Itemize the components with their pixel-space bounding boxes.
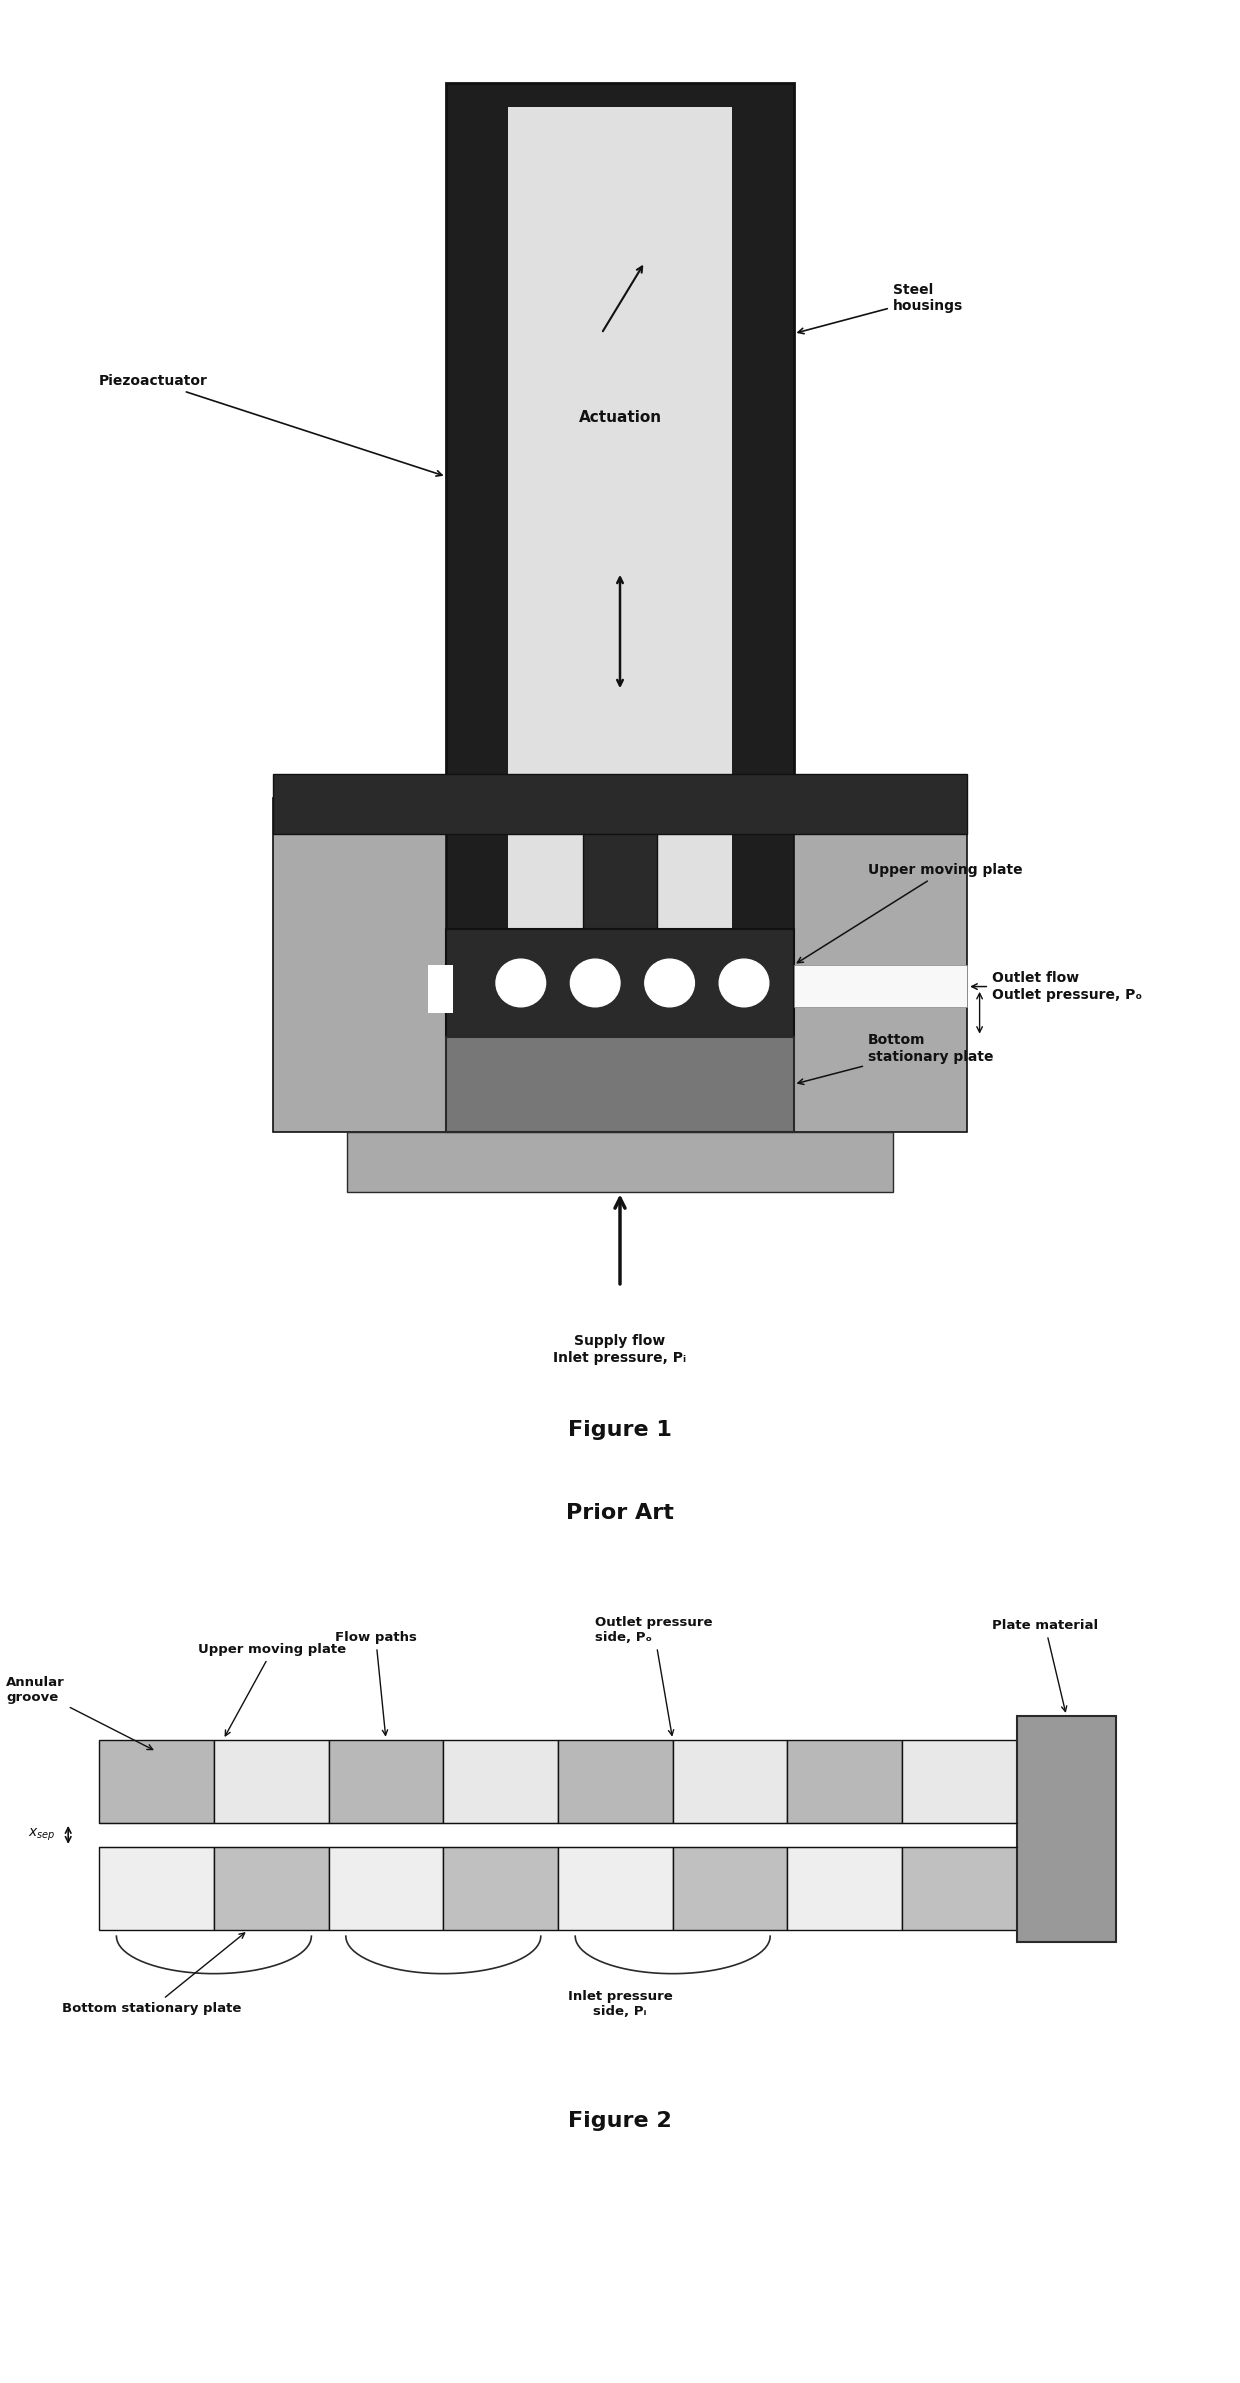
Text: Flow paths: Flow paths xyxy=(335,1632,417,1735)
Bar xyxy=(1017,1716,1116,1942)
Circle shape xyxy=(496,958,546,1006)
Bar xyxy=(99,1740,215,1823)
Text: Plate material: Plate material xyxy=(992,1620,1099,1711)
Bar xyxy=(446,1037,794,1132)
Bar xyxy=(672,1740,787,1823)
Bar xyxy=(787,1847,903,1930)
Bar xyxy=(558,1740,672,1823)
Bar xyxy=(903,1847,1017,1930)
Bar xyxy=(672,1847,787,1930)
Circle shape xyxy=(645,958,694,1006)
Circle shape xyxy=(570,958,620,1006)
Text: Bottom stationary plate: Bottom stationary plate xyxy=(62,1933,244,2014)
Bar xyxy=(787,1740,903,1823)
Bar xyxy=(558,1847,672,1930)
Text: Upper moving plate: Upper moving plate xyxy=(198,1644,346,1735)
Bar xyxy=(273,798,446,1132)
Bar xyxy=(215,1847,329,1930)
Text: $x_{sep}$: $x_{sep}$ xyxy=(29,1828,56,1842)
Text: Upper moving plate: Upper moving plate xyxy=(797,863,1023,963)
Bar xyxy=(99,1847,215,1930)
Bar xyxy=(329,1847,444,1930)
Bar xyxy=(508,107,732,953)
Bar xyxy=(446,929,794,1037)
Text: Bottom
stationary plate: Bottom stationary plate xyxy=(799,1034,993,1084)
Bar xyxy=(215,1740,329,1823)
Text: Outlet flow
Outlet pressure, Pₒ: Outlet flow Outlet pressure, Pₒ xyxy=(972,972,1142,1001)
Bar xyxy=(347,1132,893,1192)
Text: Outlet pressure
side, Pₒ: Outlet pressure side, Pₒ xyxy=(595,1616,713,1735)
Bar xyxy=(329,1740,444,1823)
Text: Supply flow
Inlet pressure, Pᵢ: Supply flow Inlet pressure, Pᵢ xyxy=(553,1334,687,1365)
Circle shape xyxy=(719,958,769,1006)
Bar xyxy=(428,965,453,1013)
Text: Figure 1: Figure 1 xyxy=(568,1420,672,1439)
Bar xyxy=(446,1037,794,1096)
Text: Figure 2: Figure 2 xyxy=(568,2111,672,2130)
Text: Piezoactuator: Piezoactuator xyxy=(99,374,441,477)
Bar xyxy=(444,1847,558,1930)
Bar xyxy=(444,1740,558,1823)
Bar xyxy=(446,83,794,977)
Bar xyxy=(273,774,967,834)
Bar xyxy=(794,965,967,1006)
Text: Actuation: Actuation xyxy=(578,410,662,424)
Text: Steel
housings: Steel housings xyxy=(799,284,963,334)
Text: Prior Art: Prior Art xyxy=(567,1504,673,1523)
Text: Annular
groove: Annular groove xyxy=(6,1675,153,1749)
Bar xyxy=(583,834,657,977)
Text: Inlet pressure
side, Pᵢ: Inlet pressure side, Pᵢ xyxy=(568,1990,672,2018)
Bar xyxy=(903,1740,1017,1823)
Bar xyxy=(794,798,967,1132)
